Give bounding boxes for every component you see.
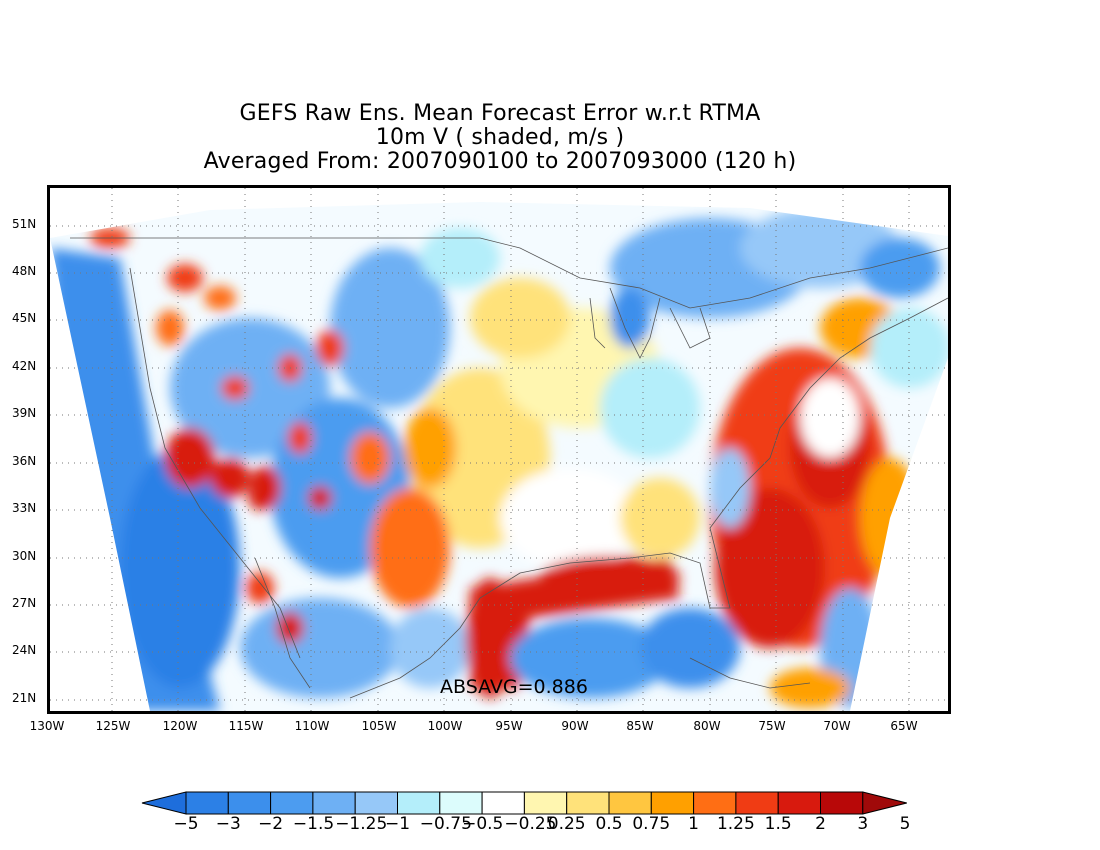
colorbar-cell <box>227 791 272 815</box>
title-line-1: GEFS Raw Ens. Mean Forecast Error w.r.t … <box>239 101 761 126</box>
lon-label-85w: 85W <box>626 719 654 733</box>
colorbar-label: −2 <box>258 814 284 834</box>
lat-label-24n: 24N <box>12 643 37 657</box>
lat-label-33n: 33N <box>12 501 37 515</box>
title-line-2: 10m V ( shaded, m/s ) <box>375 125 625 150</box>
colorbar-label: −1.5 <box>292 814 335 834</box>
colorbar-label: 0.5 <box>595 814 623 834</box>
colorbar-cell <box>820 791 864 815</box>
colorbar-arrow-left <box>141 791 187 815</box>
lat-label-48n: 48N <box>12 264 37 278</box>
colorbar-cell <box>439 791 483 815</box>
colorbar-label: −0.25 <box>504 814 557 834</box>
colorbar-label: 3 <box>857 814 869 834</box>
map-plot <box>50 188 948 711</box>
colorbar-label: −3 <box>215 814 241 834</box>
lat-label-36n: 36N <box>12 454 37 468</box>
lon-label-70w: 70W <box>823 719 851 733</box>
colorbar-label: 0.75 <box>632 814 671 834</box>
colorbar-cell <box>523 791 568 815</box>
lon-label-65w: 65W <box>890 719 918 733</box>
colorbar-cell <box>650 791 695 815</box>
colorbar-label: −0.5 <box>462 814 504 834</box>
colorbar-label: −5 <box>173 814 199 834</box>
lat-label-30n: 30N <box>12 549 37 563</box>
lat-label-42n: 42N <box>12 359 37 373</box>
colorbar-cell <box>354 791 399 815</box>
lon-label-130w: 130W <box>29 719 65 733</box>
lon-label-95w: 95W <box>495 719 523 733</box>
colorbar-cell <box>481 791 525 815</box>
error-field <box>50 202 948 711</box>
lat-label-45n: 45N <box>12 311 37 325</box>
colorbar-cell <box>608 791 652 815</box>
colorbar-cell <box>735 791 779 815</box>
colorbar-label: −1.25 <box>335 814 388 834</box>
lat-label-21n: 21N <box>12 691 37 705</box>
colorbar-cell <box>777 791 822 815</box>
lon-label-90w: 90W <box>561 719 589 733</box>
title-block: GEFS Raw Ens. Mean Forecast Error w.r.t … <box>0 102 1000 174</box>
absavg-label: ABSAVG=0.886 <box>440 676 588 698</box>
colorbar-cell <box>270 791 314 815</box>
lon-label-75w: 75W <box>758 719 786 733</box>
lon-label-120w: 120W <box>162 719 198 733</box>
colorbar-label: 1.25 <box>716 814 755 834</box>
colorbar-arrow-right <box>862 791 907 815</box>
colorbar-label: 1 <box>688 814 699 834</box>
lon-label-80w: 80W <box>693 719 721 733</box>
colorbar-cells <box>141 791 907 815</box>
coastlines <box>70 237 948 699</box>
colorbar-cell <box>566 791 610 815</box>
map-frame <box>47 185 951 714</box>
colorbar-cell <box>312 791 356 815</box>
lat-label-51n: 51N <box>12 217 37 231</box>
colorbar-label: 2 <box>815 814 826 834</box>
lon-label-115w: 115W <box>228 719 264 733</box>
colorbar-cell <box>397 791 441 815</box>
title-line-3: Averaged From: 2007090100 to 2007093000 … <box>203 149 797 174</box>
lat-label-27n: 27N <box>12 596 37 610</box>
colorbar-label: 0.25 <box>547 814 586 834</box>
colorbar-label: 5 <box>899 814 911 834</box>
colorbar-cell <box>693 791 737 815</box>
lon-label-110w: 110W <box>294 719 330 733</box>
lon-label-105w: 105W <box>361 719 397 733</box>
colorbar-label: −1 <box>384 814 411 834</box>
lon-label-125w: 125W <box>95 719 131 733</box>
colorbar-label: 1.5 <box>764 814 792 834</box>
lat-label-39n: 39N <box>12 406 37 420</box>
colorbar-label: −0.75 <box>419 814 472 834</box>
lon-label-100w: 100W <box>427 719 463 733</box>
colorbar-cell <box>185 791 229 815</box>
